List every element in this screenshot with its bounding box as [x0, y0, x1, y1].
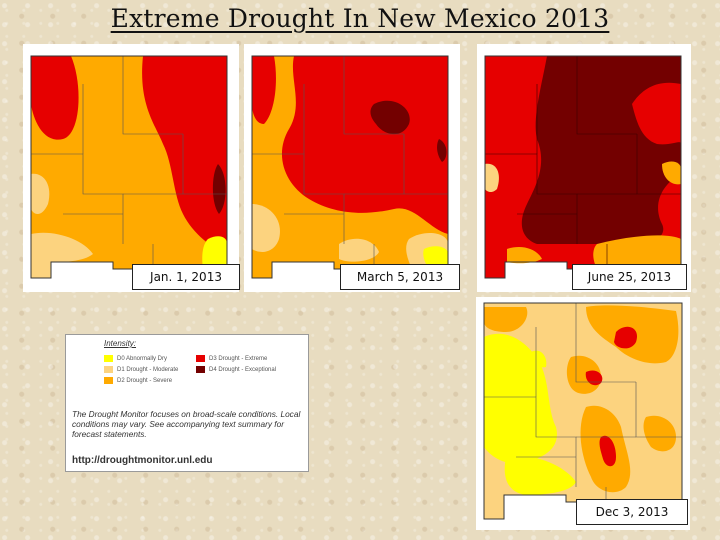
- map-jun-2013: June 25, 2013: [477, 44, 691, 292]
- drought-map-mar: [251, 55, 449, 279]
- drought-map-jan: [30, 55, 228, 279]
- legend-heading: Intensity:: [104, 339, 137, 348]
- map-jan-2013: Jan. 1, 2013: [23, 44, 240, 292]
- legend-item-d0: D0 Abnormally Dry: [117, 356, 168, 362]
- legend-swatch-d3: [196, 355, 205, 362]
- date-label: March 5, 2013: [340, 264, 460, 290]
- drought-map-dec: [483, 302, 683, 520]
- map-mar-2013: March 5, 2013: [244, 44, 460, 292]
- date-label: June 25, 2013: [572, 264, 687, 290]
- legend-swatch-d0: [104, 355, 113, 362]
- map-dec-2013: Dec 3, 2013: [476, 297, 690, 530]
- legend-note: The Drought Monitor focuses on broad-sca…: [72, 409, 301, 439]
- legend-swatch-d4: [196, 366, 205, 373]
- date-label: Jan. 1, 2013: [132, 264, 240, 290]
- legend-item-d2: D2 Drought - Severe: [117, 378, 173, 384]
- legend-item-d1: D1 Drought - Moderate: [117, 367, 179, 373]
- legend-swatch-d2: [104, 377, 113, 384]
- date-label: Dec 3, 2013: [576, 499, 688, 525]
- drought-monitor-url: http://droughtmonitor.unl.edu: [72, 455, 213, 466]
- legend-swatch-d1: [104, 366, 113, 373]
- legend-item-d4: D4 Drought - Exceptional: [209, 367, 277, 373]
- legend-item-d3: D3 Drought - Extreme: [209, 356, 268, 362]
- drought-legend: Intensity: D0 Abnormally Dry D1 Drought …: [65, 334, 309, 472]
- page-title: Extreme Drought In New Mexico 2013: [110, 4, 610, 33]
- drought-map-jun: [484, 55, 682, 279]
